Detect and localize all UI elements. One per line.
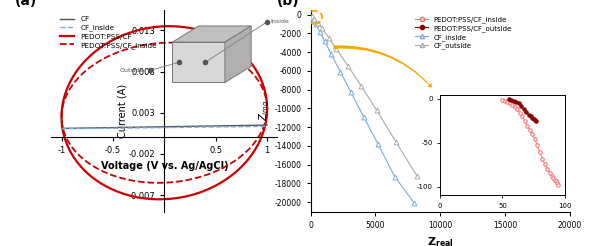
CF_outside (314, 21, 321, 24)
Y-axis label: Current (A): Current (A) (117, 84, 127, 138)
CF_outside (311, 17, 318, 20)
CF_outside (309, 15, 316, 18)
CF_outside (373, 109, 380, 112)
CF_inside (327, 53, 335, 56)
CF_inside (374, 142, 382, 145)
Y-axis label: $Z_{img}$: $Z_{img}$ (257, 100, 272, 122)
X-axis label: Voltage (V vs. Ag/AgCl): Voltage (V vs. Ag/AgCl) (101, 161, 228, 171)
CF_inside (347, 91, 355, 93)
Text: (a): (a) (15, 0, 37, 8)
CF_outside (393, 141, 400, 144)
CF_inside (321, 40, 329, 43)
CF_inside (316, 30, 323, 33)
CF_inside (308, 15, 315, 18)
CF_inside (391, 175, 399, 178)
CF_inside (336, 70, 344, 73)
Legend: PEDOT:PSS/CF_inside, PEDOT:PSS/CF_outside, CF_inside, CF_outside: PEDOT:PSS/CF_inside, PEDOT:PSS/CF_outsid… (412, 13, 514, 52)
CF_inside (360, 115, 367, 118)
Line: CF_outside: CF_outside (310, 14, 419, 178)
X-axis label: $\mathbf{Z_{real}}$: $\mathbf{Z_{real}}$ (427, 235, 453, 246)
CF_inside (309, 18, 317, 21)
Legend: CF, CF_inside, PEDOT:PSS/CF, PEDOT:PSS/CF_inside: CF, CF_inside, PEDOT:PSS/CF, PEDOT:PSS/C… (57, 14, 160, 51)
CF_outside (318, 27, 326, 30)
CF_outside (413, 174, 420, 177)
Line: CF_inside: CF_inside (309, 14, 417, 206)
CF_outside (325, 36, 332, 39)
CF_outside (344, 65, 352, 68)
CF_inside (411, 202, 418, 205)
CF_outside (358, 84, 365, 87)
Text: (b): (b) (277, 0, 300, 8)
CF_inside (312, 23, 320, 26)
CF_outside (333, 48, 340, 51)
